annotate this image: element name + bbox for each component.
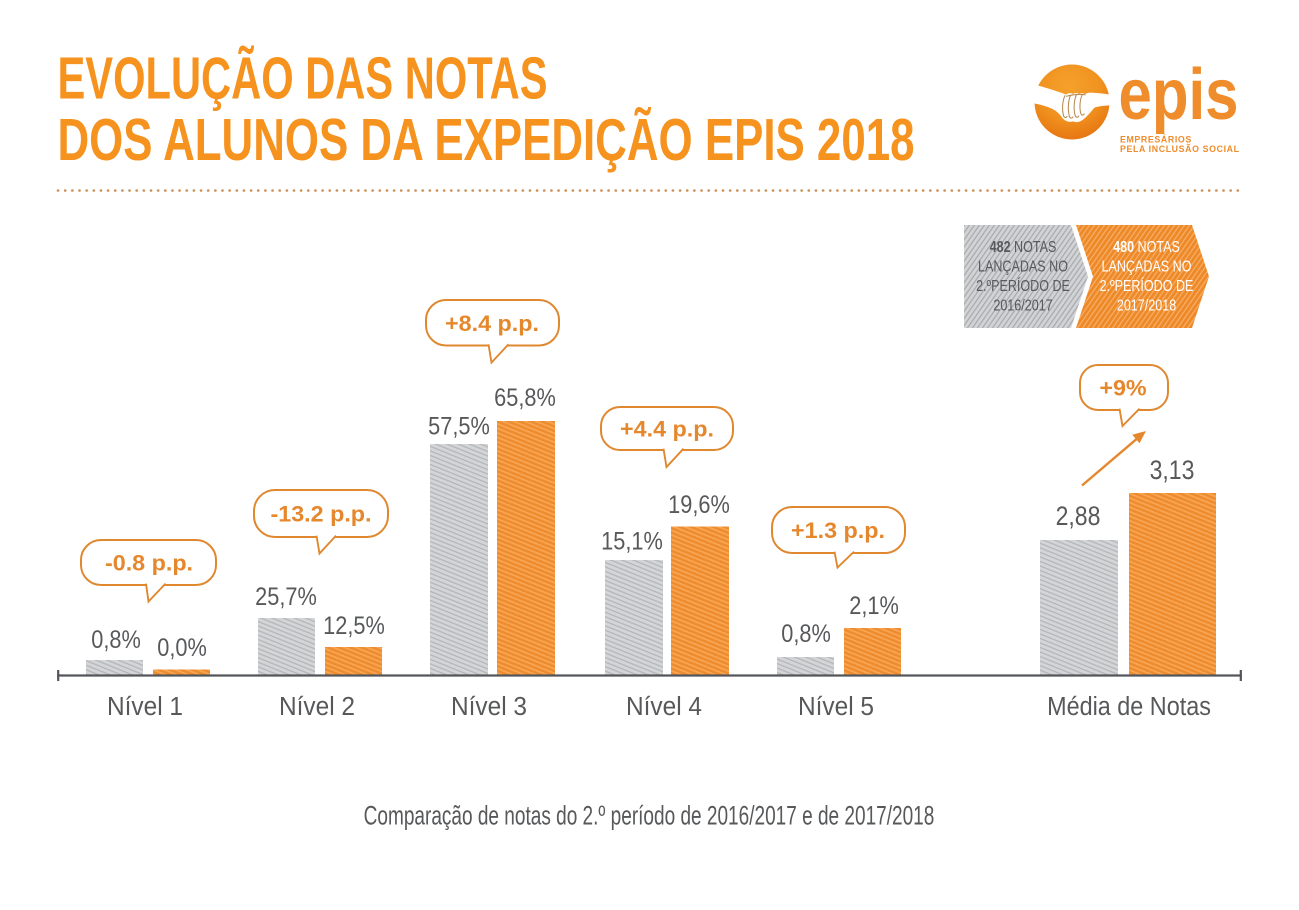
svg-text:0,8%: 0,8% [781, 620, 831, 648]
svg-text:EMPRESÁRIOS: EMPRESÁRIOS [1120, 135, 1192, 145]
svg-text:Nível 3: Nível 3 [451, 692, 527, 721]
svg-text:65,8%: 65,8% [494, 384, 556, 412]
svg-text:LANÇADAS NO: LANÇADAS NO [978, 258, 1068, 276]
svg-text:LANÇADAS NO: LANÇADAS NO [1102, 258, 1192, 276]
svg-text:Nível 1: Nível 1 [107, 692, 183, 721]
svg-text:+9%: +9% [1099, 375, 1146, 400]
svg-text:-13.2 p.p.: -13.2 p.p. [270, 501, 371, 526]
svg-text:0,8%: 0,8% [91, 626, 141, 654]
svg-text:12,5%: 12,5% [323, 612, 385, 640]
svg-text:0,0%: 0,0% [157, 634, 207, 662]
svg-text:2016/2017: 2016/2017 [993, 297, 1052, 315]
svg-text:epis: epis [1119, 55, 1239, 135]
svg-text:Média de Notas: Média de Notas [1047, 693, 1211, 721]
svg-text:480 NOTAS: 480 NOTAS [1113, 239, 1180, 257]
svg-text:DOS ALUNOS DA EXPEDIÇÃO EPIS 2: DOS ALUNOS DA EXPEDIÇÃO EPIS 2018 [58, 107, 915, 173]
svg-text:PELA INCLUSÃO SOCIAL: PELA INCLUSÃO SOCIAL [1120, 144, 1240, 154]
svg-text:+1.3 p.p.: +1.3 p.p. [791, 518, 885, 543]
svg-text:Nível 5: Nível 5 [798, 692, 874, 721]
svg-text:25,7%: 25,7% [255, 583, 317, 611]
svg-text:3,13: 3,13 [1150, 457, 1195, 486]
svg-text:+8.4 p.p.: +8.4 p.p. [445, 311, 539, 336]
svg-text:2.ºPERÍODO DE: 2.ºPERÍODO DE [1100, 277, 1194, 296]
svg-text:19,6%: 19,6% [668, 491, 730, 519]
svg-text:2017/2018: 2017/2018 [1117, 297, 1176, 315]
svg-text:15,1%: 15,1% [601, 527, 663, 555]
svg-text:Nível 2: Nível 2 [279, 692, 355, 721]
svg-text:Nível 4: Nível 4 [626, 692, 702, 721]
svg-text:Comparação de notas do 2.º per: Comparação de notas do 2.º período de 20… [364, 800, 935, 830]
svg-text:-0.8 p.p.: -0.8 p.p. [105, 550, 193, 575]
svg-text:EVOLUÇÃO DAS NOTAS: EVOLUÇÃO DAS NOTAS [58, 46, 548, 112]
svg-text:2.ºPERÍODO DE: 2.ºPERÍODO DE [976, 277, 1070, 296]
svg-text:+4.4 p.p.: +4.4 p.p. [620, 416, 714, 441]
svg-text:2,1%: 2,1% [849, 592, 899, 620]
svg-text:57,5%: 57,5% [428, 412, 490, 440]
svg-text:2,88: 2,88 [1056, 503, 1101, 532]
svg-text:482 NOTAS: 482 NOTAS [990, 239, 1057, 257]
